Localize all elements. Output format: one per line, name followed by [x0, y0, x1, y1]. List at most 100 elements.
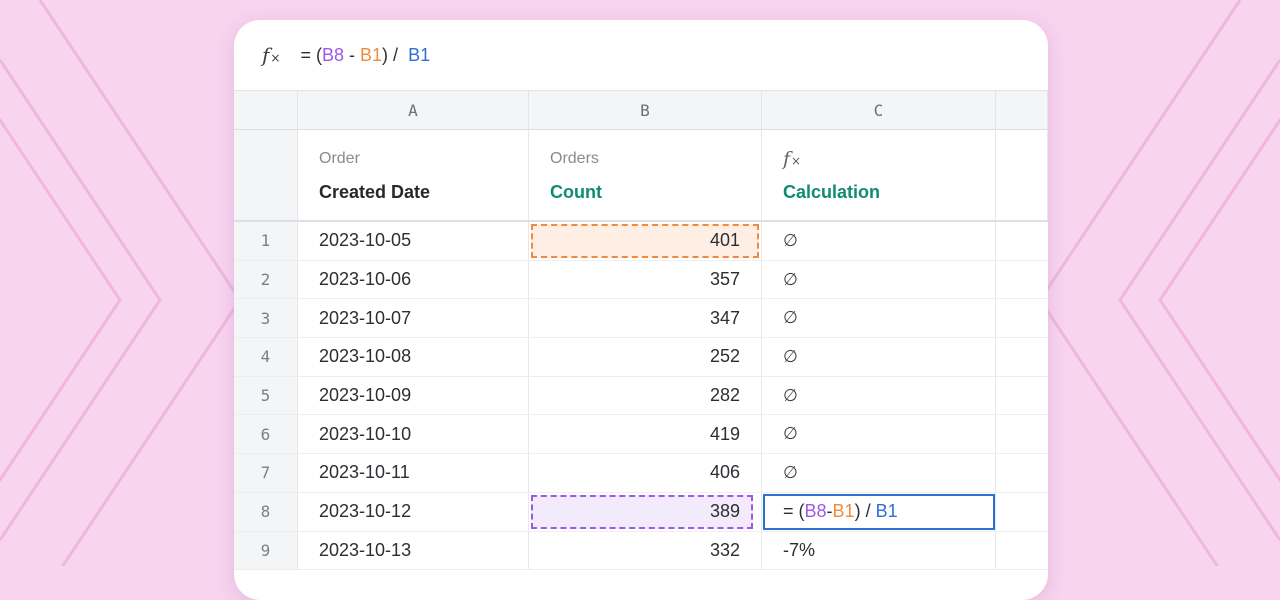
field-header-calculation[interactable]: f × Calculation — [762, 130, 996, 220]
cell-created-date[interactable]: 2023-10-05 — [298, 222, 529, 260]
table-row: 3 2023-10-07 347 ∅ — [234, 299, 1048, 339]
spreadsheet-grid: A B C Order Created Date Orders Count f ×… — [234, 90, 1048, 571]
cell-created-date[interactable]: 2023-10-10 — [298, 415, 529, 454]
row-index[interactable]: 4 — [234, 338, 298, 376]
cell-value: -7% — [783, 539, 816, 560]
formula-ref-b8: B8 — [321, 44, 345, 65]
formula-ref-b1: B1 — [832, 501, 855, 522]
cell-orders-count[interactable]: 332 — [529, 531, 762, 570]
formula-text[interactable]: = (B8 - B1) / B1 — [300, 45, 430, 66]
table-row: 6 2023-10-10 419 ∅ — [234, 415, 1048, 455]
fx-icon: f × — [783, 148, 802, 170]
cell-created-date[interactable]: 2023-10-09 — [298, 376, 529, 415]
spreadsheet-card: f × = (B8 - B1) / B1 A B C Order Created … — [234, 20, 1048, 600]
cell-empty[interactable] — [996, 299, 1048, 337]
field-header-sup: Orders — [550, 150, 599, 167]
row-index[interactable]: 3 — [234, 299, 298, 338]
row-index[interactable]: 5 — [234, 376, 298, 415]
formula-operator: - — [826, 501, 833, 522]
column-header-c[interactable]: C — [762, 91, 996, 129]
cell-orders-count[interactable]: 347 — [529, 299, 762, 338]
cell-calculation[interactable]: ∅ — [762, 415, 996, 454]
row-index[interactable]: 2 — [234, 260, 298, 299]
formula-operator: ) / — [382, 44, 404, 65]
null-icon: ∅ — [783, 269, 798, 289]
table-row: 7 2023-10-11 406 ∅ — [234, 454, 1048, 493]
cell-orders-count[interactable]: 282 — [529, 376, 762, 415]
column-header-b[interactable]: B — [529, 91, 762, 129]
field-header-sup: Order — [319, 150, 360, 167]
table-row: 9 2023-10-13 332 -7% — [234, 531, 1048, 571]
cell-empty[interactable] — [996, 377, 1048, 415]
formula-ref-b1: B1 — [360, 44, 383, 65]
cell-created-date[interactable]: 2023-10-11 — [298, 454, 529, 492]
cell-orders-count[interactable]: 389 — [529, 492, 762, 531]
cell-orders-count[interactable]: 406 — [529, 454, 762, 492]
cell-orders-count[interactable]: 357 — [529, 260, 762, 299]
field-header-row: Order Created Date Orders Count f × Calcu… — [234, 130, 1048, 222]
cell-created-date[interactable]: 2023-10-06 — [298, 260, 529, 299]
formula-ref-b8: B8 — [804, 501, 827, 522]
table-row: 5 2023-10-09 282 ∅ — [234, 376, 1048, 416]
data-rows: 1 2023-10-05 401 ∅ 2 2023-10-06 357 ∅ 3 2023-10-0… — [234, 222, 1048, 571]
cell-empty[interactable] — [996, 454, 1048, 492]
cell-empty[interactable] — [996, 532, 1048, 570]
cell-value: 252 — [709, 346, 740, 367]
row-index[interactable]: 7 — [234, 454, 298, 492]
column-header-d[interactable] — [996, 91, 1048, 129]
null-icon: ∅ — [783, 385, 798, 405]
cell-orders-count[interactable]: 401 — [529, 222, 762, 260]
field-header-title: Created Date — [319, 182, 431, 202]
cell-calculation[interactable]: ∅ — [762, 299, 996, 338]
cell-calculation[interactable]: ∅ — [762, 338, 996, 376]
column-header-a[interactable]: A — [298, 91, 529, 129]
column-header-row: A B C — [234, 90, 1048, 130]
cell-created-date[interactable]: 2023-10-12 — [298, 492, 529, 531]
formula-operator: - — [344, 44, 361, 65]
cell-calculation[interactable]: = (B8 - B1) / B1 — [762, 492, 996, 531]
field-header-empty — [996, 130, 1048, 220]
fx-icon: f × — [262, 43, 281, 67]
null-icon: ∅ — [783, 308, 798, 328]
cell-created-date[interactable]: 2023-10-07 — [298, 299, 529, 338]
row-index[interactable]: 6 — [234, 415, 298, 454]
row-index[interactable]: 1 — [234, 222, 298, 260]
cell-value: 389 — [709, 501, 740, 522]
cell-calculation[interactable]: ∅ — [762, 376, 996, 415]
cell-value: 282 — [709, 385, 740, 406]
field-header-count[interactable]: Orders Count — [529, 130, 762, 220]
field-header-created-date[interactable]: Order Created Date — [298, 130, 529, 220]
cell-empty[interactable] — [996, 493, 1048, 531]
cell-value: 347 — [709, 307, 740, 328]
row-index[interactable]: 9 — [234, 531, 298, 570]
null-icon: ∅ — [783, 462, 798, 482]
cell-empty[interactable] — [996, 415, 1048, 453]
formula-bar[interactable]: f × = (B8 - B1) / B1 — [234, 20, 1048, 90]
row-index[interactable]: 8 — [234, 492, 298, 531]
cell-empty[interactable] — [996, 338, 1048, 376]
cell-created-date[interactable]: 2023-10-08 — [298, 338, 529, 376]
table-row: 1 2023-10-05 401 ∅ — [234, 222, 1048, 261]
field-header-title: Count — [550, 182, 602, 202]
cell-empty[interactable] — [996, 261, 1048, 299]
formula-ref-b1-divisor: B1 — [875, 501, 898, 522]
null-icon: ∅ — [783, 230, 798, 250]
table-row: 8 2023-10-12 389 = (B8 - B1) / B1 — [234, 492, 1048, 532]
field-header-index — [234, 130, 298, 220]
table-row: 2 2023-10-06 357 ∅ — [234, 260, 1048, 300]
corner-cell[interactable] — [234, 91, 298, 129]
cell-calculation[interactable]: ∅ — [762, 222, 996, 260]
cell-calculation[interactable]: -7% — [762, 531, 996, 570]
cell-empty[interactable] — [996, 222, 1048, 260]
cell-created-date[interactable]: 2023-10-13 — [298, 531, 529, 570]
cell-orders-count[interactable]: 419 — [529, 415, 762, 454]
cell-value: 419 — [709, 423, 740, 444]
cell-calculation[interactable]: ∅ — [762, 454, 996, 492]
cell-value: 406 — [709, 462, 740, 483]
cell-orders-count[interactable]: 252 — [529, 338, 762, 376]
cell-value: 357 — [709, 269, 740, 290]
formula-prefix: = ( — [783, 501, 805, 522]
null-icon: ∅ — [783, 424, 798, 444]
formula-prefix: = ( — [300, 44, 322, 65]
cell-calculation[interactable]: ∅ — [762, 260, 996, 299]
